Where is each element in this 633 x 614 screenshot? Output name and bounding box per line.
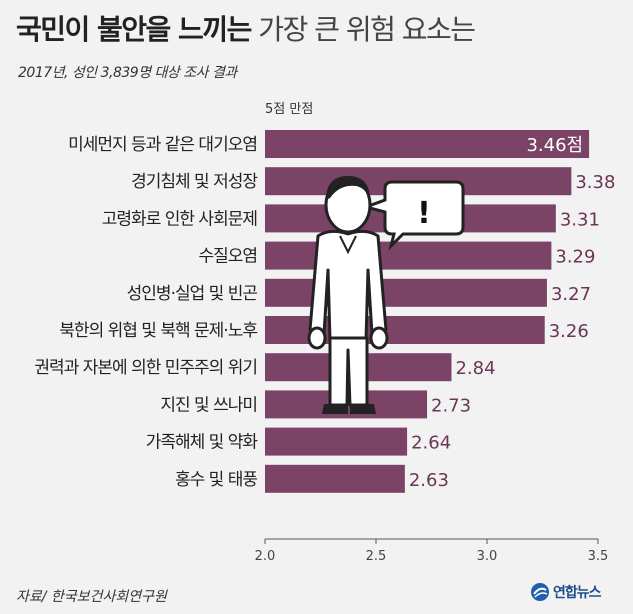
value-label-9: 2.63 [409, 470, 449, 491]
person-icon: ! [307, 176, 465, 414]
value-label-4: 3.27 [551, 284, 591, 305]
speech-bubble-icon [361, 180, 465, 251]
chart-title: 국민이 불안을 느끼는 가장 큰 위험 요소는 [16, 8, 476, 48]
value-label-7: 2.73 [431, 395, 471, 416]
category-label-9: 홍수 및 태풍 [175, 470, 257, 490]
value-label-1: 3.38 [575, 172, 615, 193]
x-tick-label-1: 2.5 [366, 549, 387, 564]
bar-3 [265, 241, 552, 270]
category-label-0: 미세먼지 등과 같은 대기오염 [68, 135, 257, 155]
value-label-3: 3.29 [555, 247, 595, 268]
value-label-6: 2.84 [455, 358, 495, 379]
chart-subtitle: 2017년, 성인 3,839명 대상 조사 결과 [18, 65, 237, 81]
category-label-3: 수질오염 [198, 247, 257, 267]
x-tick-label-2: 3.0 [477, 549, 498, 564]
category-label-1: 경기침체 및 저성장 [131, 172, 258, 192]
bar-0 [265, 130, 590, 158]
x-tick-label-3: 3.5 [588, 549, 609, 564]
bar-8 [265, 427, 408, 456]
value-label-8: 2.64 [411, 433, 451, 454]
logo-text: 연합뉴스 [553, 585, 602, 601]
unit-label: 5점 만점 [265, 102, 313, 117]
bar-4 [265, 278, 547, 307]
category-label-2: 고령화로 인한 사회문제 [102, 209, 257, 229]
title-bold: 국민이 불안을 느끼는 [16, 13, 252, 46]
yonhap-logo: 연합뉴스 [530, 582, 602, 602]
value-label-0: 3.46점 [526, 135, 583, 156]
globe-icon [531, 583, 549, 601]
bar-5 [265, 316, 545, 344]
exclamation-text: ! [417, 196, 431, 231]
value-label-2: 3.31 [560, 209, 600, 230]
category-label-8: 가족해체 및 약화 [146, 433, 259, 453]
source-note: 자료/ 한국보건사회연구원 [16, 589, 167, 605]
category-label-4: 성인병·실업 및 빈곤 [127, 284, 258, 304]
title-light: 가장 큰 위험 요소는 [258, 13, 476, 46]
value-label-5: 3.26 [549, 321, 589, 342]
category-label-5: 북한의 위협 및 북핵 문제·노후 [59, 321, 257, 341]
bar-9 [265, 464, 405, 493]
category-label-7: 지진 및 쓰나미 [160, 395, 257, 415]
x-tick-label-0: 2.0 [255, 549, 276, 564]
category-label-6: 권력과 자본에 의한 민주주의 위기 [34, 358, 257, 378]
